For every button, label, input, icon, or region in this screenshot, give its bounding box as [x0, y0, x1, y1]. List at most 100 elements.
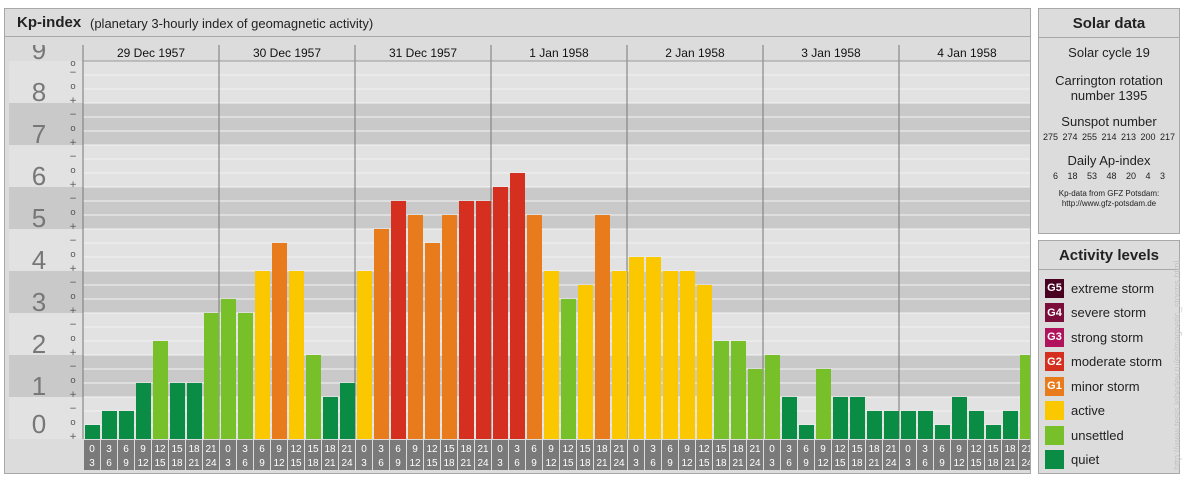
hour-cell: [934, 440, 950, 470]
kp-bar: [527, 215, 542, 439]
hour-cell: [1002, 440, 1018, 470]
hour-end-label: 21: [460, 458, 472, 469]
kp-bar: [221, 299, 236, 439]
legend-swatch: [1045, 450, 1064, 470]
hour-cell: [322, 440, 338, 470]
hour-cell: [866, 440, 882, 470]
hour-end-label: 9: [259, 458, 265, 469]
hour-start-label: 21: [341, 444, 353, 455]
hour-start-label: 9: [140, 444, 146, 455]
hour-end-label: 18: [715, 458, 727, 469]
hour-cell: [407, 440, 423, 470]
hour-cell: [951, 440, 967, 470]
kp-bar: [459, 200, 474, 439]
hour-cell: [611, 440, 627, 470]
hour-end-label: 9: [939, 458, 945, 469]
kp-bar: [493, 187, 508, 439]
legend-swatch: G3: [1045, 327, 1064, 347]
hour-cell: [798, 440, 814, 470]
hour-cell: [152, 440, 168, 470]
kp-bar: [663, 271, 678, 439]
hour-cell: [356, 440, 372, 470]
hour-cell: [271, 440, 287, 470]
kp-bar: [816, 368, 831, 439]
y-tick-label: 7: [32, 119, 46, 149]
hour-end-label: 3: [769, 458, 775, 469]
hour-end-label: 3: [225, 458, 231, 469]
kp-bar: [748, 368, 763, 439]
legend-swatch: G1: [1045, 376, 1064, 396]
hour-end-label: 24: [1021, 458, 1030, 469]
legend-label: strong storm: [1071, 329, 1144, 345]
hour-cell: [815, 440, 831, 470]
hour-cell: [135, 440, 151, 470]
hour-start-label: 18: [460, 444, 472, 455]
legend-item-severe-storm: G4 severe storm: [1045, 301, 1179, 326]
hour-end-label: 6: [786, 458, 792, 469]
legend-swatch: [1045, 401, 1064, 421]
hour-start-label: 15: [579, 444, 591, 455]
kp-bar: [612, 271, 627, 439]
carrington-label: Carrington rotation: [1055, 73, 1163, 88]
kp-bar: [731, 341, 746, 439]
hour-cell: [509, 440, 525, 470]
hour-start-label: 0: [497, 444, 503, 455]
hour-end-label: 24: [613, 458, 625, 469]
data-source-label: Kp-data from GFZ Potsdam:: [1058, 189, 1160, 198]
kp-bar: [561, 299, 576, 439]
hour-end-label: 12: [681, 458, 693, 469]
hour-start-label: 0: [89, 444, 95, 455]
hour-cell: [713, 440, 729, 470]
hour-cell: [917, 440, 933, 470]
kp-bar: [510, 173, 525, 439]
hour-start-label: 9: [820, 444, 826, 455]
hour-end-label: 15: [698, 458, 710, 469]
hour-start-label: 12: [698, 444, 710, 455]
hour-cell: [169, 440, 185, 470]
y-tick-label: 8: [32, 77, 46, 107]
solar-data-panel: Solar data Solar cycle 19 Carrington rot…: [1038, 8, 1180, 234]
hour-end-label: 3: [497, 458, 503, 469]
hour-end-label: 21: [324, 458, 336, 469]
legend-label: severe storm: [1071, 305, 1147, 321]
hour-end-label: 24: [749, 458, 761, 469]
ap-index-label: Daily Ap-index: [1067, 153, 1151, 168]
y-subtick-label: −: [69, 236, 77, 246]
hour-end-label: 15: [834, 458, 846, 469]
sunspot-label: Sunspot number: [1061, 114, 1157, 129]
data-source-link[interactable]: http://www.gfz-potsdam.de: [1061, 199, 1157, 208]
kp-band: [9, 61, 1030, 103]
chart-title-bar: Kp-index (planetary 3-hourly index of ge…: [5, 9, 1030, 37]
kp-bar: [850, 397, 865, 439]
y-subtick-label: +: [69, 390, 77, 400]
kp-bar: [408, 215, 423, 439]
legend-item-minor-storm: G1 minor storm: [1045, 374, 1179, 399]
kp-bar: [765, 355, 780, 439]
kp-bar: [578, 284, 593, 439]
chart-title: Kp-index: [17, 14, 82, 31]
hour-end-label: 18: [443, 458, 455, 469]
kp-bar: [357, 271, 372, 439]
hour-cell: [492, 440, 508, 470]
hour-end-label: 12: [545, 458, 557, 469]
kp-bar: [714, 341, 729, 439]
kp-bar: [136, 383, 151, 439]
solar-data-title: Solar data: [1039, 9, 1179, 38]
legend-label: extreme storm: [1071, 280, 1155, 296]
ap-index-values: 6 18 53 48 20 4 3: [1052, 171, 1166, 181]
kp-bar: [85, 425, 100, 439]
y-tick-label: 3: [32, 287, 46, 317]
kp-bar: [986, 425, 1001, 439]
hour-start-label: 15: [851, 444, 863, 455]
hour-cell: [220, 440, 236, 470]
y-subtick-label: o: [70, 292, 76, 302]
hour-cell: [645, 440, 661, 470]
day-label: 2 Jan 1958: [665, 46, 725, 60]
kp-bar: [442, 215, 457, 439]
hour-start-label: 6: [395, 444, 401, 455]
hour-start-label: 9: [276, 444, 282, 455]
hour-cell: [985, 440, 1001, 470]
y-subtick-label: −: [69, 404, 77, 414]
hour-start-label: 18: [868, 444, 880, 455]
hour-start-label: 18: [1004, 444, 1016, 455]
